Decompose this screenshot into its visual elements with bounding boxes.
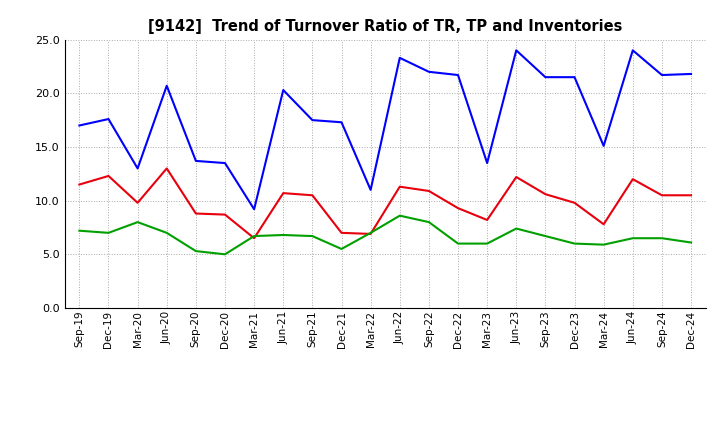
Trade Payables bbox=[541, 74, 550, 80]
Trade Payables bbox=[629, 48, 637, 53]
Trade Receivables bbox=[454, 205, 462, 211]
Inventories bbox=[163, 230, 171, 235]
Trade Payables bbox=[687, 71, 696, 77]
Trade Payables bbox=[512, 48, 521, 53]
Inventories bbox=[395, 213, 404, 218]
Inventories bbox=[308, 234, 317, 239]
Trade Payables bbox=[104, 117, 113, 122]
Inventories bbox=[541, 234, 550, 239]
Trade Payables bbox=[279, 88, 287, 93]
Trade Payables bbox=[366, 187, 375, 193]
Inventories bbox=[279, 232, 287, 238]
Inventories bbox=[570, 241, 579, 246]
Inventories bbox=[104, 230, 113, 235]
Line: Trade Payables: Trade Payables bbox=[79, 50, 691, 209]
Trade Receivables bbox=[75, 182, 84, 187]
Inventories bbox=[687, 240, 696, 245]
Trade Receivables bbox=[308, 193, 317, 198]
Inventories bbox=[425, 220, 433, 225]
Title: [9142]  Trend of Turnover Ratio of TR, TP and Inventories: [9142] Trend of Turnover Ratio of TR, TP… bbox=[148, 19, 622, 34]
Trade Receivables bbox=[425, 188, 433, 194]
Inventories bbox=[192, 249, 200, 254]
Trade Receivables bbox=[163, 166, 171, 171]
Trade Payables bbox=[395, 55, 404, 60]
Trade Payables bbox=[570, 74, 579, 80]
Trade Receivables bbox=[629, 176, 637, 182]
Inventories bbox=[220, 252, 229, 257]
Trade Payables bbox=[425, 69, 433, 74]
Trade Payables bbox=[250, 207, 258, 212]
Trade Receivables bbox=[395, 184, 404, 189]
Inventories bbox=[512, 226, 521, 231]
Trade Receivables bbox=[250, 235, 258, 241]
Inventories bbox=[483, 241, 492, 246]
Trade Payables bbox=[454, 73, 462, 78]
Trade Payables bbox=[133, 166, 142, 171]
Inventories bbox=[599, 242, 608, 247]
Trade Payables bbox=[657, 73, 666, 78]
Trade Receivables bbox=[687, 193, 696, 198]
Inventories bbox=[366, 230, 375, 235]
Inventories bbox=[657, 235, 666, 241]
Trade Payables bbox=[599, 143, 608, 149]
Line: Inventories: Inventories bbox=[79, 216, 691, 254]
Trade Receivables bbox=[366, 231, 375, 237]
Trade Payables bbox=[163, 83, 171, 88]
Trade Receivables bbox=[541, 191, 550, 197]
Inventories bbox=[75, 228, 84, 233]
Trade Receivables bbox=[133, 200, 142, 205]
Trade Payables bbox=[192, 158, 200, 164]
Trade Payables bbox=[75, 123, 84, 128]
Inventories bbox=[454, 241, 462, 246]
Trade Payables bbox=[337, 120, 346, 125]
Trade Payables bbox=[483, 161, 492, 166]
Line: Trade Receivables: Trade Receivables bbox=[79, 169, 691, 238]
Trade Receivables bbox=[512, 174, 521, 180]
Trade Receivables bbox=[570, 200, 579, 205]
Trade Receivables bbox=[279, 191, 287, 196]
Trade Receivables bbox=[483, 217, 492, 223]
Trade Receivables bbox=[337, 230, 346, 235]
Trade Receivables bbox=[192, 211, 200, 216]
Inventories bbox=[337, 246, 346, 252]
Trade Receivables bbox=[599, 222, 608, 227]
Trade Payables bbox=[308, 117, 317, 123]
Inventories bbox=[250, 234, 258, 239]
Inventories bbox=[629, 235, 637, 241]
Trade Receivables bbox=[104, 173, 113, 179]
Trade Receivables bbox=[220, 212, 229, 217]
Inventories bbox=[133, 220, 142, 225]
Trade Receivables bbox=[657, 193, 666, 198]
Trade Payables bbox=[220, 161, 229, 166]
